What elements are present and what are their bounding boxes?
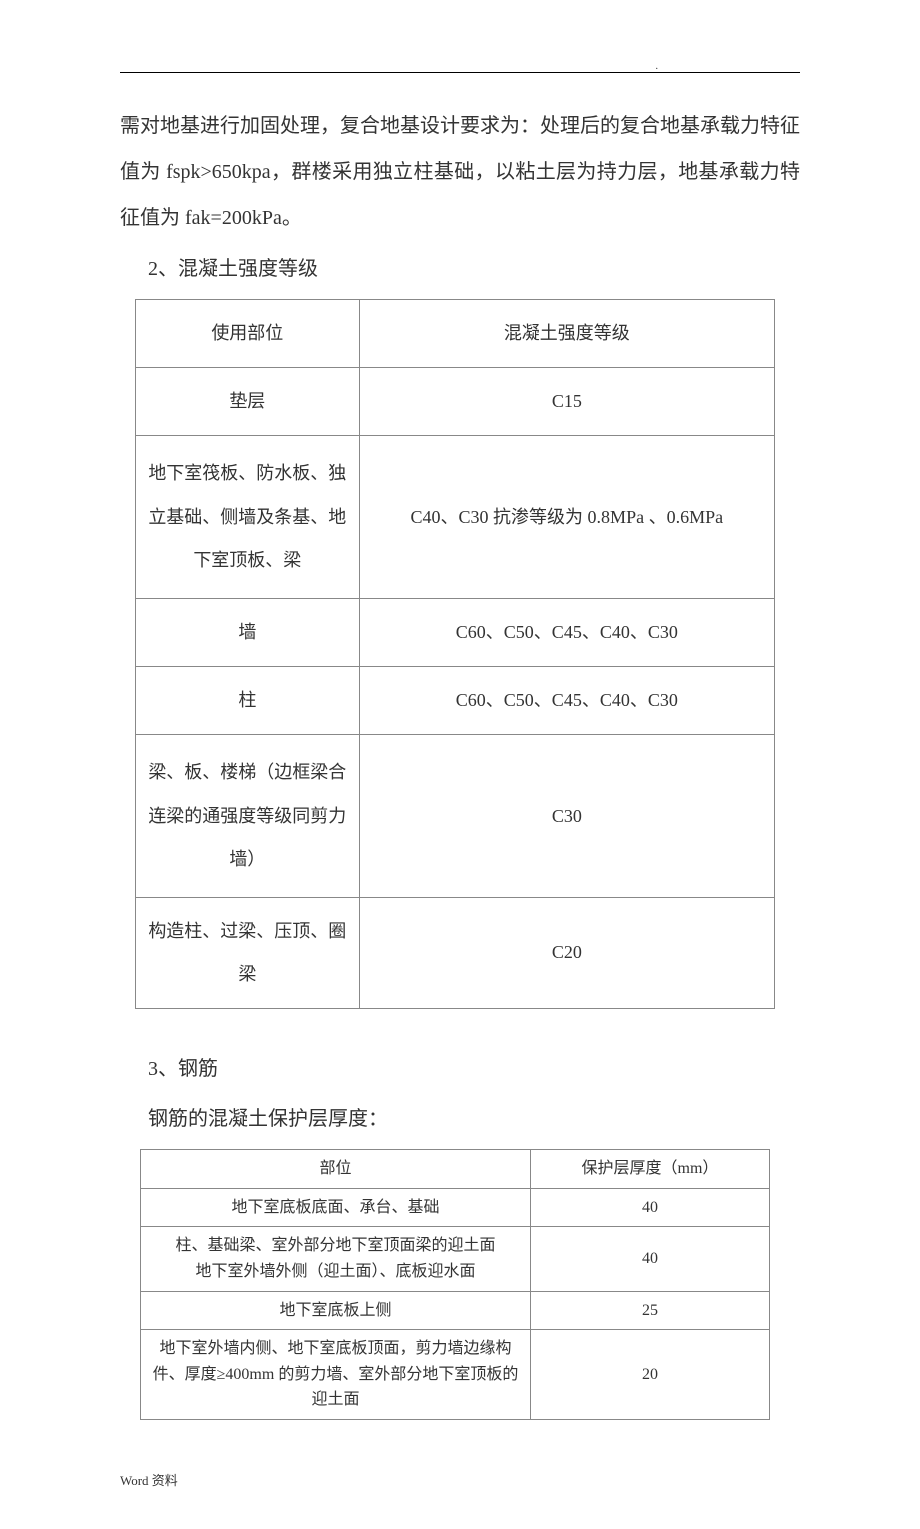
section-heading-rebar: 3、钢筋 — [120, 1049, 800, 1089]
header-divider: . — [120, 72, 800, 73]
table-cell: C60、C50、C45、C40、C30 — [359, 598, 774, 666]
table-row: 构造柱、过梁、压顶、圈梁 C20 — [136, 897, 775, 1008]
table-cell: 垫层 — [136, 368, 360, 436]
table-cell: 构造柱、过梁、压顶、圈梁 — [136, 897, 360, 1008]
header-cell-position: 使用部位 — [136, 300, 360, 368]
table-cell: 25 — [530, 1291, 769, 1330]
header-cell-grade: 混凝土强度等级 — [359, 300, 774, 368]
table-row: 地下室底板底面、承台、基础 40 — [141, 1188, 770, 1227]
paragraph-foundation: 需对地基进行加固处理，复合地基设计要求为：处理后的复合地基承载力特征值为 fsp… — [120, 103, 800, 241]
table-cell: C30 — [359, 735, 774, 898]
table-cell: C60、C50、C45、C40、C30 — [359, 667, 774, 735]
table-concrete-grade: 使用部位 混凝土强度等级 垫层 C15 地下室筏板、防水板、独立基础、侧墙及条基… — [135, 299, 775, 1009]
table-cell: 40 — [530, 1188, 769, 1227]
table-row: 梁、板、楼梯（边框梁合连梁的通强度等级同剪力墙） C30 — [136, 735, 775, 898]
header-cell-position: 部位 — [141, 1150, 531, 1189]
table-cell: 地下室底板底面、承台、基础 — [141, 1188, 531, 1227]
footer-text: Word 资料 — [120, 1470, 800, 1489]
table-cell: C15 — [359, 368, 774, 436]
table-row: 柱 C60、C50、C45、C40、C30 — [136, 667, 775, 735]
table-row: 墙 C60、C50、C45、C40、C30 — [136, 598, 775, 666]
table-cell: 地下室外墙内侧、地下室底板顶面，剪力墙边缘构件、厚度≥400mm 的剪力墙、室外… — [141, 1330, 531, 1420]
table-row: 地下室外墙内侧、地下室底板顶面，剪力墙边缘构件、厚度≥400mm 的剪力墙、室外… — [141, 1330, 770, 1420]
table-cell: 柱 — [136, 667, 360, 735]
table-cell: C40、C30 抗渗等级为 0.8MPa 、0.6MPa — [359, 436, 774, 599]
sub-heading-cover: 钢筋的混凝土保护层厚度： — [120, 1099, 800, 1139]
table-row: 柱、基础梁、室外部分地下室顶面梁的迎土面地下室外墙外侧（迎土面）、底板迎水面 4… — [141, 1227, 770, 1291]
table-row: 垫层 C15 — [136, 368, 775, 436]
table-header-row: 部位 保护层厚度（mm） — [141, 1150, 770, 1189]
table-cell: 40 — [530, 1227, 769, 1291]
document-page: . 需对地基进行加固处理，复合地基设计要求为：处理后的复合地基承载力特征值为 f… — [0, 0, 920, 1529]
table-cell: 20 — [530, 1330, 769, 1420]
table-cell: 柱、基础梁、室外部分地下室顶面梁的迎土面地下室外墙外侧（迎土面）、底板迎水面 — [141, 1227, 531, 1291]
table-cell: C20 — [359, 897, 774, 1008]
table-row: 地下室底板上侧 25 — [141, 1291, 770, 1330]
table-row: 地下室筏板、防水板、独立基础、侧墙及条基、地下室顶板、梁 C40、C30 抗渗等… — [136, 436, 775, 599]
header-dot: . — [656, 61, 659, 72]
section-heading-concrete: 2、混凝土强度等级 — [120, 249, 800, 289]
table-cell: 墙 — [136, 598, 360, 666]
table-rebar-cover: 部位 保护层厚度（mm） 地下室底板底面、承台、基础 40 柱、基础梁、室外部分… — [140, 1149, 770, 1420]
table-header-row: 使用部位 混凝土强度等级 — [136, 300, 775, 368]
table-cell: 地下室筏板、防水板、独立基础、侧墙及条基、地下室顶板、梁 — [136, 436, 360, 599]
table-cell: 梁、板、楼梯（边框梁合连梁的通强度等级同剪力墙） — [136, 735, 360, 898]
header-cell-thickness: 保护层厚度（mm） — [530, 1150, 769, 1189]
table-cell: 地下室底板上侧 — [141, 1291, 531, 1330]
